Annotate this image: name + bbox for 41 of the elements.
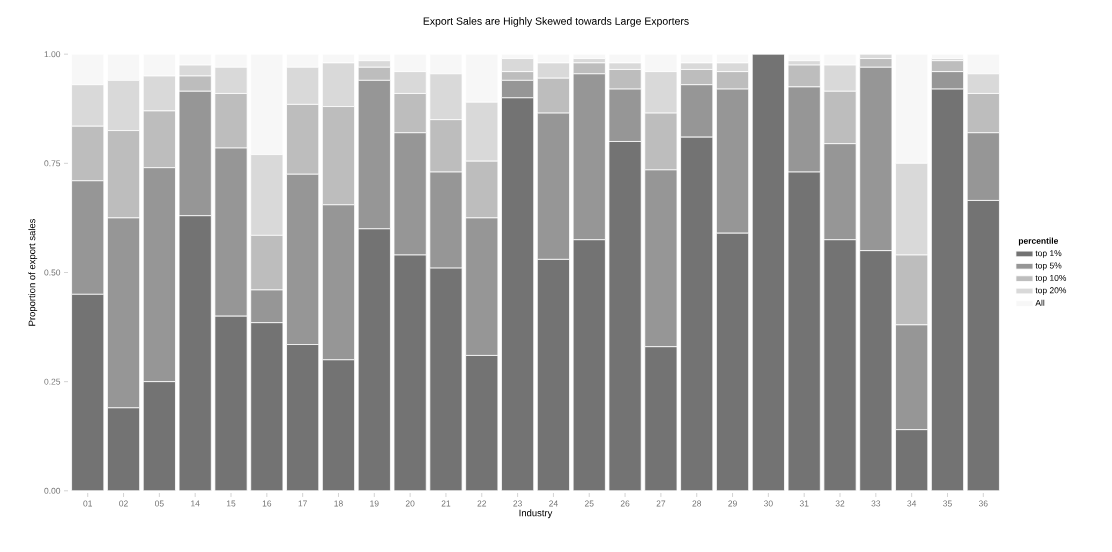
x-tick-label: 35 — [943, 500, 952, 507]
x-tick-label: 18 — [334, 500, 343, 507]
chart-title: Export Sales are Highly Skewed towards Large Exporters — [423, 17, 689, 27]
x-tick-label: 01 — [83, 500, 93, 507]
x-tick-label: 28 — [692, 500, 702, 507]
y-tick-label: 0.25 — [44, 378, 61, 385]
x-tick-label: 05 — [154, 500, 164, 507]
x-tick-label: 27 — [656, 500, 666, 507]
y-tick-label: 0.00 — [44, 487, 61, 494]
x-axis-title: Industry — [519, 509, 553, 519]
x-tick-label: 15 — [226, 500, 236, 507]
x-tick-label: 34 — [907, 500, 917, 507]
legend-label: top 5% — [1035, 262, 1062, 271]
x-tick-label: 29 — [728, 500, 737, 507]
legend-label: top 10% — [1035, 274, 1067, 283]
x-tick-label: 17 — [298, 500, 307, 507]
x-tick-label: 22 — [477, 500, 487, 507]
legend-label: top 20% — [1035, 287, 1067, 295]
legend-label: top 1% — [1035, 250, 1062, 258]
x-tick-label: 33 — [871, 500, 881, 507]
x-tick-label: 14 — [191, 500, 200, 507]
x-tick-label: 21 — [441, 500, 451, 507]
x-tick-label: 02 — [119, 500, 128, 507]
x-tick-label: 26 — [620, 500, 630, 507]
x-tick-label: 25 — [584, 500, 594, 507]
legend-title: percentile — [1018, 237, 1059, 246]
x-tick-label: 19 — [370, 500, 379, 507]
legend-label: All — [1035, 299, 1045, 306]
x-tick-label: 30 — [763, 500, 773, 507]
x-tick-label: 32 — [835, 500, 845, 507]
x-tick-label: 16 — [262, 500, 272, 507]
y-tick-label: 0.75 — [44, 160, 61, 167]
x-tick-label: 31 — [799, 500, 809, 507]
y-tick-label: 0.50 — [44, 269, 61, 276]
x-tick-label: 36 — [978, 500, 988, 507]
x-tick-label: 24 — [549, 500, 558, 507]
x-tick-label: 20 — [405, 500, 415, 507]
y-tick-label: 1.00 — [44, 51, 61, 58]
y-axis-title: Proportion of export sales — [28, 218, 38, 326]
bar — [751, 53, 785, 492]
x-tick-label: 23 — [513, 500, 522, 507]
